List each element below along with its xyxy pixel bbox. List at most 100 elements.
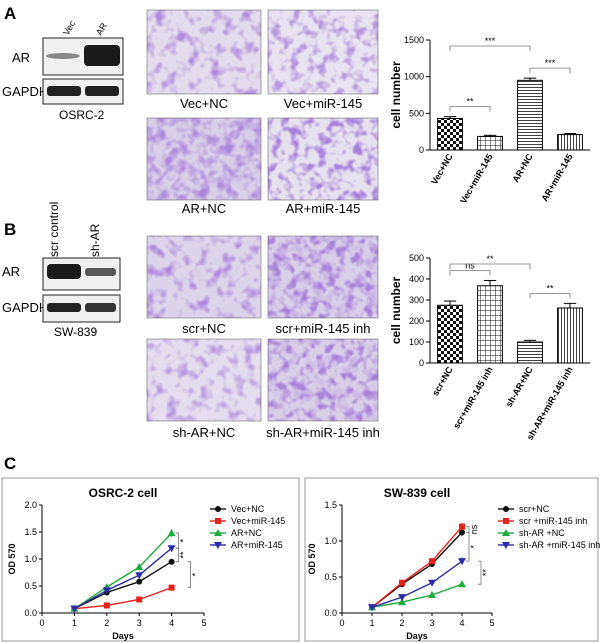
x-tick-label: 1 — [72, 618, 77, 628]
blot-a-gapdh-band-ar — [85, 86, 119, 96]
bar-chart-a: 0 500 1000 1500 cell number Vec+NC Vec+miR-145… — [389, 35, 590, 205]
legend-label: Vec+miR-145 — [231, 516, 285, 526]
micrograph-b-scr-inh-caption: scr+miR-145 inh — [275, 321, 370, 336]
x-tick-label: sh-AR+miR-145 inh — [525, 365, 575, 442]
micrograph-a-ar-nc-caption: AR+NC — [182, 201, 226, 216]
micrograph-b-shar-inh-caption: sh-AR+miR-145 inh — [266, 425, 380, 440]
legend-label: sh-AR +NC — [519, 528, 565, 538]
line-chart-1-frame — [1, 477, 300, 642]
data-point — [429, 558, 435, 565]
blot-a-row-gapdh: GAPDH — [2, 84, 48, 99]
data-point — [215, 518, 221, 524]
micrograph-a-ar-mir145 — [267, 117, 379, 201]
significance-label: *** — [485, 36, 496, 46]
panel-c-label: C — [4, 454, 16, 473]
x-tick-label: sh-AR+NC — [504, 365, 535, 409]
x-tick-label: 2 — [399, 618, 404, 628]
data-point — [503, 518, 509, 524]
bar — [437, 117, 463, 151]
y-axis-label: cell number — [389, 276, 403, 344]
significance-bracket — [529, 67, 571, 74]
data-point — [214, 529, 222, 536]
x-tick-label: AR+miR-145 — [539, 152, 574, 203]
significance-label: ns — [465, 260, 475, 270]
blot-b-ar-band-shar — [85, 268, 116, 276]
x-tick-label: 0 — [339, 618, 344, 628]
data-point — [503, 506, 509, 512]
significance-label: ** — [481, 569, 491, 577]
chart-title: OSRC-2 cell — [89, 486, 158, 500]
series-line — [74, 561, 172, 610]
x-tick-label: 5 — [201, 618, 206, 628]
legend-label: sh-AR +miR-145 inh — [519, 540, 600, 550]
series-line — [371, 526, 463, 608]
x-tick-label: Vec+NC — [429, 152, 455, 187]
micrograph-a-vec-nc-caption: Vec+NC — [180, 96, 228, 111]
significance-bracket — [449, 270, 491, 276]
significance-label: * — [179, 538, 189, 542]
data-point — [70, 605, 79, 613]
significance-bracket — [449, 45, 531, 51]
data-point — [136, 578, 143, 585]
micrograph-b-shar-nc — [146, 338, 262, 422]
micrograph-a-ar-mir145-caption: AR+miR-145 — [286, 201, 361, 216]
blot-b-cell-line: SW-839 — [54, 325, 97, 339]
x-tick-label: scr+NC — [430, 365, 455, 398]
y-tick-label: 1.5 — [24, 527, 37, 537]
series-line — [371, 560, 463, 608]
y-tick-label: 500 — [409, 253, 424, 263]
data-point — [428, 591, 436, 598]
data-point — [502, 542, 510, 549]
y-tick-label: 1500 — [404, 35, 424, 45]
x-tick-label: 4 — [459, 618, 464, 628]
x-axis-label: Days — [406, 631, 428, 641]
bar — [477, 135, 503, 151]
significance-label: * — [469, 545, 479, 549]
data-point — [398, 594, 406, 602]
y-tick-label: 0.0 — [324, 608, 337, 618]
bar — [477, 285, 503, 364]
y-tick-label: 0 — [419, 358, 424, 368]
data-point — [428, 579, 436, 587]
blot-b-row-gapdh: GAPDH — [2, 300, 48, 315]
y-tick-label: 0.5 — [24, 581, 37, 591]
bar — [517, 341, 543, 364]
significance-bracket — [529, 292, 571, 299]
y-tick-label: 300 — [409, 295, 424, 305]
bar — [557, 307, 583, 364]
data-point — [102, 587, 111, 595]
blot-b-ar-band-scr — [47, 264, 81, 279]
blot-b-lane-2: sh-AR — [88, 223, 102, 257]
legend-label: AR+miR-145 — [231, 540, 283, 550]
micrograph-a-vec-mir145 — [267, 9, 379, 95]
micrograph-b-scr-nc-caption: scr+NC — [182, 321, 226, 336]
bar-chart-b: 0 100 200 300 400 500 cell number scr+NCscr+miR… — [389, 253, 590, 442]
micrograph-a-vec-mir145-caption: Vec+miR-145 — [284, 96, 362, 111]
y-tick-label: 0.5 — [324, 572, 337, 582]
y-axis-label: OD 570 — [307, 543, 317, 574]
x-tick-label: Vec+miR-145 — [458, 152, 495, 205]
x-tick-label: 3 — [137, 618, 142, 628]
legend-label: AR+NC — [231, 528, 262, 538]
panel-b-label: B — [4, 220, 16, 239]
data-point — [103, 602, 110, 609]
significance-bracket — [187, 561, 191, 589]
y-tick-label: 2.0 — [24, 500, 37, 510]
data-point — [399, 579, 405, 586]
blot-b-row-ar: AR — [2, 264, 20, 279]
data-point — [398, 598, 406, 606]
y-tick-label: 500 — [409, 108, 424, 118]
legend-label: Vec+NC — [231, 504, 265, 514]
chart-title: SW-839 cell — [384, 486, 450, 500]
series-line — [74, 586, 172, 610]
line-chart-1: OSRC-2 cell 0.0 0.5 1.0 1.5 2.0 0 1 2 3 4 5 Days OD 5… — [7, 486, 285, 641]
series-line — [74, 532, 173, 610]
y-tick-label: 200 — [409, 316, 424, 326]
bar — [517, 79, 543, 151]
significance-bracket — [175, 547, 179, 563]
micrograph-b-shar-inh — [267, 338, 379, 422]
y-tick-label: 0 — [419, 145, 424, 155]
blot-a-ar-band-vec — [46, 53, 80, 59]
blot-a-lane-1: Vec — [61, 19, 77, 37]
